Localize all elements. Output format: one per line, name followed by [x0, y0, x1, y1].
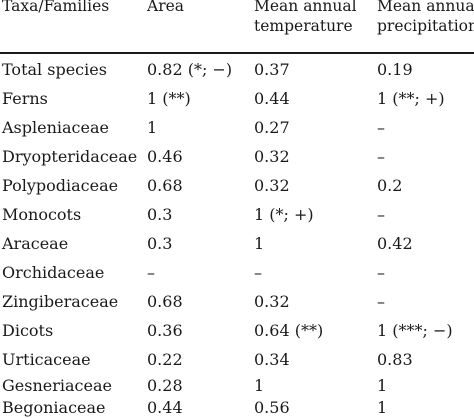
- cell-taxa: Ferns: [2, 89, 48, 108]
- table-row: Begoniaceae 0.44 0.56 1: [0, 398, 474, 417]
- table-row: Monocots 0.3 1 (*; +) –: [0, 205, 474, 234]
- cell-area: 0.46: [147, 147, 183, 166]
- header-temperature-line-2: temperature: [254, 17, 353, 35]
- cell-temperature: 0.44: [254, 89, 290, 108]
- cell-taxa: Dicots: [2, 321, 54, 340]
- table-row: Zingiberaceae 0.68 0.32 –: [0, 292, 474, 321]
- cell-temperature: 0.37: [254, 60, 290, 79]
- cell-area: 0.28: [147, 376, 183, 395]
- table-row: Polypodiaceae 0.68 0.32 0.2: [0, 176, 474, 205]
- cell-taxa: Monocots: [2, 205, 82, 224]
- header-taxa-families: Taxa/Families: [2, 0, 109, 16]
- cell-area: –: [147, 263, 155, 282]
- cell-precipitation: 1: [377, 398, 388, 417]
- cell-precipitation: 0.42: [377, 234, 413, 253]
- cell-area: 0.3: [147, 205, 173, 224]
- table-row: Aspleniaceae 1 0.27 –: [0, 118, 474, 147]
- cell-temperature: 1: [254, 234, 265, 253]
- table-row: Araceae 0.3 1 0.42: [0, 234, 474, 263]
- header-mean-annual-precipitation: Mean annual precipitation: [377, 0, 474, 36]
- cell-taxa: Araceae: [2, 234, 69, 253]
- cell-temperature: 0.32: [254, 176, 290, 195]
- cell-taxa: Orchidaceae: [2, 263, 105, 282]
- table-row: Gesneriaceae 0.28 1 1: [0, 376, 474, 405]
- cell-precipitation: –: [377, 263, 385, 282]
- cell-taxa: Total species: [2, 60, 107, 79]
- table-row: Ferns 1 (**) 0.44 1 (**; +): [0, 89, 474, 118]
- cell-temperature: 1: [254, 376, 265, 395]
- cell-precipitation: 0.2: [377, 176, 403, 195]
- cell-precipitation: 1 (***; −): [377, 321, 453, 340]
- header-rule: [0, 52, 474, 54]
- cell-precipitation: –: [377, 118, 385, 137]
- header-area-line-1: Area: [147, 0, 185, 15]
- cell-precipitation: 1 (**; +): [377, 89, 445, 108]
- cell-taxa: Polypodiaceae: [2, 176, 119, 195]
- cell-area: 0.44: [147, 398, 183, 417]
- cell-temperature: –: [254, 263, 262, 282]
- cell-taxa: Dryopteridaceae: [2, 147, 138, 166]
- cell-area: 0.22: [147, 350, 183, 369]
- cell-area: 0.68: [147, 292, 183, 311]
- header-area: Area: [147, 0, 184, 16]
- cell-precipitation: 1: [377, 376, 388, 395]
- cell-precipitation: 0.83: [377, 350, 413, 369]
- header-precipitation-line-1: Mean annual: [377, 0, 474, 15]
- table-row: Dicots 0.36 0.64 (**) 1 (***; −): [0, 321, 474, 350]
- table-row: Urticaceae 0.22 0.34 0.83: [0, 350, 474, 379]
- cell-temperature: 0.56: [254, 398, 290, 417]
- header-precipitation-line-2: precipitation: [377, 17, 474, 35]
- cell-temperature: 1 (*; +): [254, 205, 314, 224]
- cell-taxa: Urticaceae: [2, 350, 91, 369]
- cell-area: 1 (**): [147, 89, 191, 108]
- cell-temperature: 0.34: [254, 350, 290, 369]
- table-row: Total species 0.82 (*; −) 0.37 0.19: [0, 60, 474, 89]
- table-row: Orchidaceae – – –: [0, 263, 474, 292]
- cell-temperature: 0.27: [254, 118, 290, 137]
- table-header: Taxa/Families Area Mean annual temperatu…: [0, 0, 474, 54]
- cell-area: 0.36: [147, 321, 183, 340]
- header-taxa-families-line-1: Taxa/Families: [2, 0, 110, 15]
- cell-temperature: 0.32: [254, 292, 290, 311]
- cell-taxa: Gesneriaceae: [2, 376, 112, 395]
- cell-area: 1: [147, 118, 158, 137]
- table-row: Dryopteridaceae 0.46 0.32 –: [0, 147, 474, 176]
- header-temperature-line-1: Mean annual: [254, 0, 357, 15]
- cell-area: 0.3: [147, 234, 173, 253]
- cell-taxa: Aspleniaceae: [2, 118, 109, 137]
- cell-precipitation: –: [377, 292, 385, 311]
- cell-temperature: 0.64 (**): [254, 321, 324, 340]
- cell-taxa: Begoniaceae: [2, 398, 106, 417]
- cell-precipitation: –: [377, 205, 385, 224]
- cell-area: 0.82 (*; −): [147, 60, 233, 79]
- cell-precipitation: 0.19: [377, 60, 413, 79]
- cell-area: 0.68: [147, 176, 183, 195]
- cell-precipitation: –: [377, 147, 385, 166]
- cell-temperature: 0.32: [254, 147, 290, 166]
- cell-taxa: Zingiberaceae: [2, 292, 119, 311]
- header-mean-annual-temperature: Mean annual temperature: [254, 0, 357, 36]
